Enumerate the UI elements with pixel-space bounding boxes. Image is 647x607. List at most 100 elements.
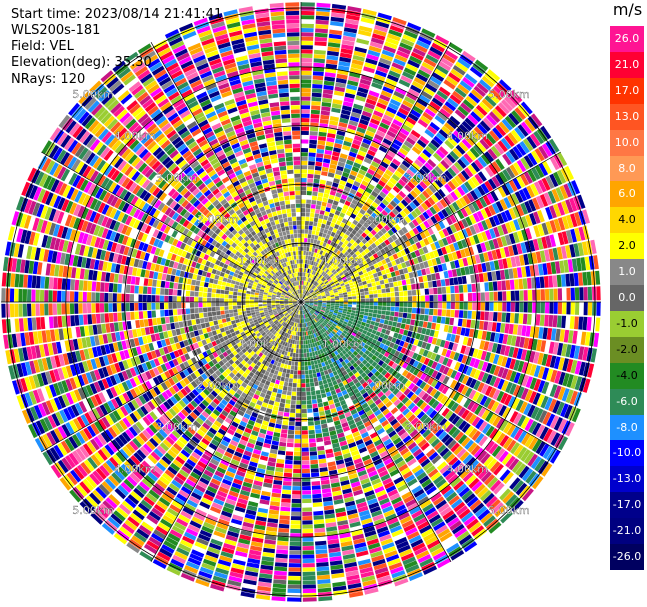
velocity-gate [358,262,364,268]
velocity-gate [371,201,379,209]
velocity-gate [379,122,390,130]
velocity-gate [371,269,377,274]
velocity-gate [321,284,326,288]
velocity-gate [385,37,400,46]
velocity-gate [295,409,301,414]
velocity-gate [289,352,293,357]
velocity-gate [321,283,325,287]
velocity-gate [544,340,551,353]
velocity-gate [321,166,329,172]
velocity-gate [419,356,426,364]
velocity-gate [338,157,347,164]
velocity-gate [368,309,374,313]
velocity-gate [513,444,524,457]
velocity-gate [488,413,498,425]
velocity-gate [521,216,529,228]
velocity-gate [418,214,426,222]
velocity-gate [350,111,361,119]
velocity-gate [385,169,394,177]
velocity-gate [302,294,304,298]
velocity-gate [288,425,295,431]
velocity-gate [449,234,457,243]
velocity-gate [459,80,473,92]
velocity-gate [553,302,558,314]
velocity-gate [335,77,347,84]
velocity-gate [349,327,355,332]
velocity-gate [328,245,333,250]
velocity-gate [364,248,370,254]
velocity-gate [335,239,341,245]
velocity-gate [316,226,321,232]
velocity-gate [274,570,287,576]
velocity-gate [389,418,398,426]
velocity-gate [408,229,416,237]
velocity-gate [301,280,304,285]
velocity-gate [429,206,437,215]
velocity-gate [331,103,342,109]
velocity-gate [469,236,476,246]
velocity-gate [295,331,298,336]
velocity-gate [488,499,501,511]
velocity-gate [464,181,473,192]
velocity-gate [317,196,323,202]
velocity-gate [476,243,483,254]
velocity-gate [309,303,314,305]
velocity-gate [297,370,301,375]
velocity-gate [516,159,527,173]
velocity-gate [307,408,313,413]
velocity-gate [404,380,412,388]
velocity-gate [316,437,324,443]
velocity-gate [303,305,307,309]
velocity-gate [353,226,360,232]
velocity-gate [322,285,327,289]
velocity-gate [289,412,296,418]
velocity-gate [418,276,424,283]
velocity-gate [278,528,290,533]
velocity-gate [326,202,333,209]
velocity-gate [310,310,315,314]
velocity-gate [307,307,311,311]
velocity-gate [536,394,545,407]
velocity-gate [325,282,330,286]
velocity-gate [360,333,366,338]
velocity-gate [447,167,457,177]
velocity-gate [466,496,479,508]
velocity-gate [402,99,414,109]
velocity-gate [329,273,334,278]
velocity-gate [443,156,453,167]
velocity-gate [324,336,329,342]
velocity-gate [485,331,492,341]
velocity-gate [276,545,289,550]
velocity-gate [367,49,381,57]
velocity-gate [494,143,505,155]
velocity-gate [398,393,406,402]
velocity-gate [352,55,365,62]
velocity-gate [332,314,337,318]
velocity-gate [330,262,335,267]
velocity-gate [302,331,305,336]
velocity-gate [287,386,292,392]
velocity-gate [302,289,305,294]
velocity-gate [404,399,413,408]
velocity-gate [379,318,385,324]
velocity-gate [376,194,384,202]
velocity-gate [350,315,355,319]
velocity-gate [302,546,314,551]
velocity-gate [396,402,404,410]
velocity-gate [474,465,486,477]
velocity-gate [345,210,352,217]
velocity-gate [431,42,445,53]
velocity-gate [498,333,504,344]
velocity-gate [351,267,357,272]
velocity-gate [409,201,417,210]
velocity-gate [278,446,286,451]
velocity-gate [517,414,526,427]
velocity-gate [442,218,450,228]
velocity-gate [281,493,291,499]
velocity-gate [292,473,301,478]
velocity-gate [483,272,489,282]
velocity-gate [321,251,326,256]
velocity-gate [311,390,316,396]
velocity-gate [389,266,395,273]
velocity-gate [458,310,464,318]
